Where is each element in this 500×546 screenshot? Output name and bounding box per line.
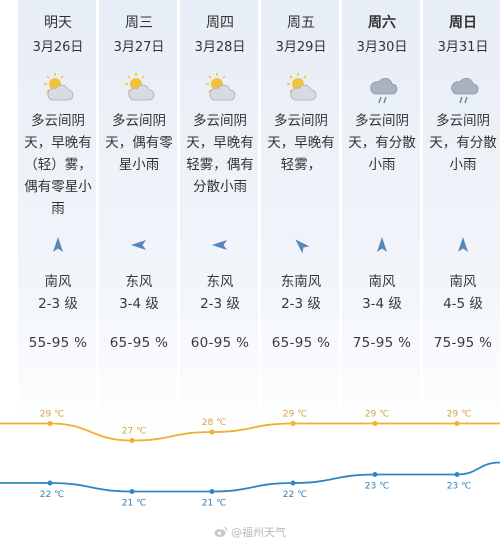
- high-temp-point: [372, 421, 378, 426]
- day-column: 明天 3月26日多云间阴 天，早晚有 （轻）雾， 偶有零星小 雨南风 2-3 级 55…: [18, 0, 98, 380]
- high-temp-point: [290, 421, 296, 426]
- weather-description: 多云间阴 天，早晚有 轻雾，偶有 分散小雨: [186, 113, 254, 195]
- wind-level: 2-3 级: [38, 296, 78, 312]
- day-name: 明天: [44, 15, 72, 31]
- wind-direction: 南风: [368, 274, 396, 290]
- high-temp-label: 27 ℃: [122, 427, 146, 437]
- day-date: 3月31日: [437, 40, 489, 55]
- wind-level: 3-4 级: [119, 296, 159, 312]
- day-column: 周六 3月30日多云间阴 天，有分散 小雨南风 3-4 级 75-95 %: [342, 0, 422, 380]
- low-temp-point: [372, 472, 378, 477]
- low-temp-label: 23 ℃: [447, 482, 471, 492]
- watermark: @福州天气: [214, 524, 286, 540]
- low-temp-label: 21 ℃: [202, 499, 226, 509]
- partly-cloudy-icon: [42, 72, 76, 106]
- day-date: 3月26日: [32, 40, 84, 55]
- weather-description: 多云间阴 天，早晚有 轻雾，: [267, 113, 335, 173]
- wind-direction: 南风: [44, 274, 72, 290]
- weather-description: 多云间阴 天，早晚有 （轻）雾， 偶有零星小 雨: [24, 113, 92, 217]
- north-arrow-icon: [373, 236, 391, 254]
- partly-cloudy-icon: [204, 72, 238, 106]
- high-temp-point: [129, 438, 135, 443]
- low-temp-label: 23 ℃: [365, 482, 389, 492]
- high-temp-label: 29 ℃: [283, 410, 307, 420]
- high-temp-label: 28 ℃: [202, 418, 226, 428]
- high-temp-point: [47, 421, 53, 426]
- temperature-chart: 29 ℃ 27 ℃ 28 ℃ 29 ℃ 29 ℃ 29 ℃ 22 ℃ 21 ℃ 21 ℃ 22 ℃…: [0, 410, 500, 509]
- humidity: 75-95 %: [352, 335, 412, 351]
- humidity: 55-95 %: [28, 335, 88, 351]
- high-temp-point: [209, 429, 215, 435]
- day-name: 周六: [368, 15, 396, 31]
- high-temp-label: 29 ℃: [447, 410, 471, 420]
- day-name: 周日: [449, 15, 477, 31]
- day-date: 3月28日: [194, 40, 246, 55]
- humidity: 65-95 %: [109, 335, 169, 351]
- high-temp-label: 29 ℃: [40, 410, 64, 420]
- west-arrow-icon: [130, 236, 148, 254]
- day-column: 周日 3月31日多云间阴 天，有分散 小雨南风 4-5 级 75-95 %: [423, 0, 500, 380]
- northwest-arrow-icon: [292, 236, 310, 254]
- north-arrow-icon: [49, 236, 67, 254]
- partly-cloudy-icon: [123, 72, 157, 106]
- low-temp-label: 22 ℃: [283, 490, 307, 500]
- wind-direction: 南风: [449, 274, 477, 290]
- day-name: 周四: [206, 15, 234, 31]
- rain-cloud-icon: [447, 72, 481, 106]
- low-temp-label: 21 ℃: [122, 499, 146, 509]
- high-temp-point: [454, 421, 460, 426]
- weather-description: 多云间阴 天，有分散 小雨: [348, 113, 416, 173]
- watermark-text: @福州天气: [231, 526, 286, 539]
- low-temp-label: 22 ℃: [40, 490, 64, 500]
- partly-cloudy-icon: [285, 72, 319, 106]
- wind-direction: 东风: [206, 274, 234, 290]
- weather-description: 多云间阴 天，偶有零 星小雨: [105, 113, 173, 173]
- high-temp-label: 29 ℃: [365, 410, 389, 420]
- low-temp-line: [0, 461, 500, 493]
- rain-cloud-icon: [366, 72, 400, 106]
- humidity: 65-95 %: [271, 335, 331, 351]
- high-temp-line: [0, 422, 500, 442]
- low-temp-point: [454, 472, 460, 477]
- wind-level: 4-5 级: [443, 296, 483, 312]
- low-temp-point: [290, 480, 296, 486]
- wind-direction: 东风: [125, 274, 153, 290]
- wind-level: 2-3 级: [200, 296, 240, 312]
- day-date: 3月30日: [356, 40, 408, 55]
- low-temp-point: [209, 489, 215, 494]
- day-name: 周三: [125, 15, 153, 31]
- day-name: 周五: [287, 15, 315, 31]
- day-column: 周三 3月27日多云间阴 天，偶有零 星小雨东风 3-4 级 65-95 %: [99, 0, 179, 380]
- day-column: 周四 3月28日多云间阴 天，早晚有 轻雾，偶有 分散小雨东风 2-3 级 60-95…: [180, 0, 260, 380]
- humidity: 60-95 %: [190, 335, 250, 351]
- weather-description: 多云间阴 天，有分散 小雨: [429, 113, 497, 173]
- low-temp-point: [129, 489, 135, 494]
- north-arrow-icon: [454, 236, 472, 254]
- wind-direction: 东南风: [280, 274, 322, 290]
- day-column: 周五 3月29日多云间阴 天，早晚有 轻雾， 东南风 2-3 级 65-95 %: [261, 0, 341, 380]
- humidity: 75-95 %: [433, 335, 493, 351]
- west-arrow-icon: [211, 236, 229, 254]
- day-date: 3月29日: [275, 40, 327, 55]
- wind-level: 2-3 级: [281, 296, 321, 312]
- day-date: 3月27日: [113, 40, 165, 55]
- low-temp-point: [47, 480, 53, 486]
- weibo-icon: [214, 527, 228, 537]
- wind-level: 3-4 级: [362, 296, 402, 312]
